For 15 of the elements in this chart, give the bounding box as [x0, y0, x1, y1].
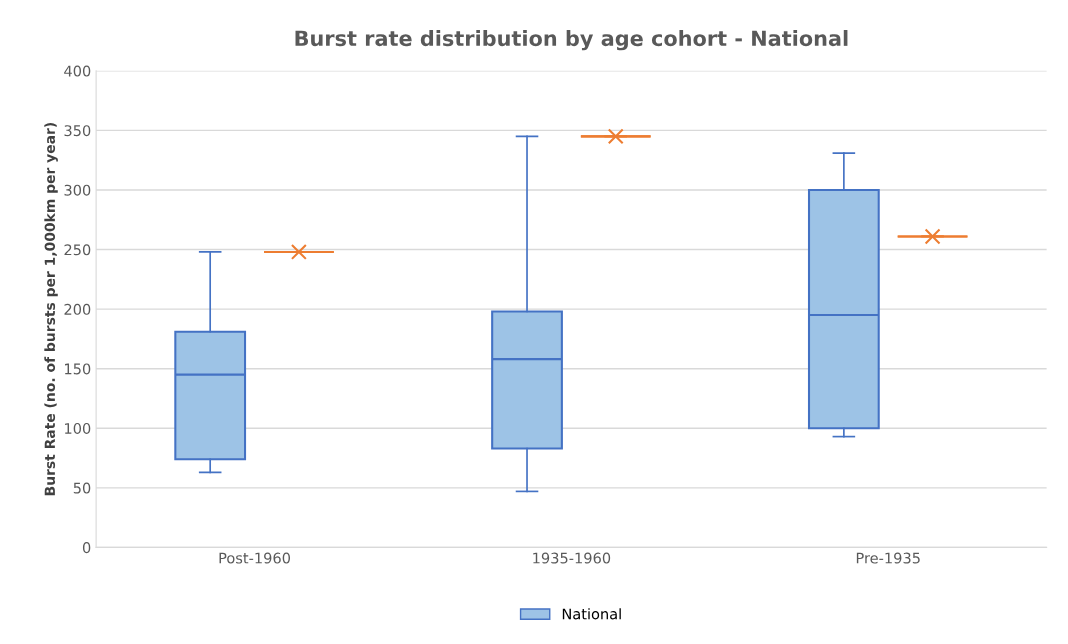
y-tick-label: 400 [64, 65, 91, 77]
y-tick-label: 350 [64, 125, 91, 137]
y-tick-label: 250 [64, 244, 91, 256]
y-tick-label: 200 [64, 303, 91, 315]
legend-label: National [562, 608, 621, 620]
y-tick-label: 50 [73, 482, 91, 494]
y-tick-label: 0 [82, 542, 91, 554]
y-tick-label: 150 [65, 363, 91, 375]
y-tick-label: 100 [65, 422, 91, 435]
x-tick-label: Pre-1935 [856, 552, 920, 564]
y-tick-label: 300 [64, 184, 91, 196]
x-tick-label: 1935-1960 [533, 552, 611, 564]
chart-title: Burst rate distribution by age cohort - National [295, 30, 848, 51]
x-tick-label: Post-1960 [219, 552, 291, 564]
y-axis-title: Burst Rate (no. of bursts per 1,000km per year) [44, 122, 58, 496]
